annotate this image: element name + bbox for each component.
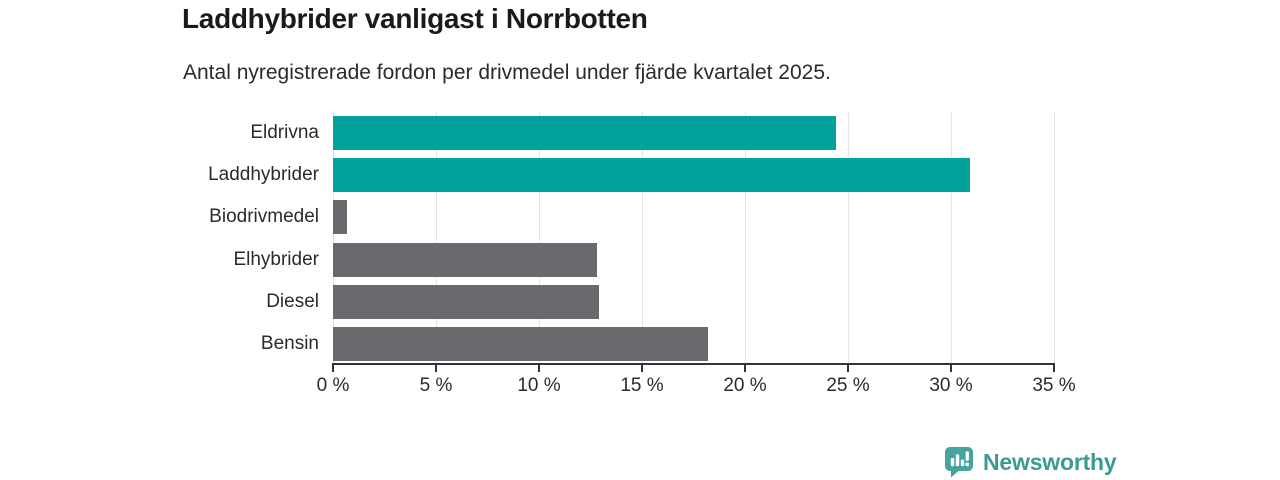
- x-tick-label: 35 %: [1032, 375, 1076, 396]
- x-tick-mark: [950, 363, 952, 372]
- bar-diesel: [333, 284, 599, 319]
- y-axis-labels: Eldrivna Laddhybrider Biodrivmedel Elhybrid…: [0, 112, 319, 365]
- y-axis-label: Diesel: [266, 290, 319, 312]
- x-tick-label: 30 %: [929, 375, 973, 396]
- x-tick-label: 25 %: [826, 375, 870, 396]
- bar-laddhybrider: [333, 158, 970, 193]
- bar-chart-speech-bubble-icon: [945, 447, 973, 478]
- x-tick-mark: [641, 363, 643, 372]
- x-tick-mark: [332, 363, 334, 372]
- bar-biodrivmedel: [333, 200, 348, 235]
- gridline: [1053, 112, 1055, 365]
- x-tick-label: 0 %: [316, 375, 350, 396]
- x-tick-label: 10 %: [517, 375, 561, 396]
- y-axis-label: Elhybrider: [233, 248, 319, 270]
- bar-eldrivna: [333, 116, 836, 151]
- x-tick-mark: [1053, 363, 1055, 372]
- x-tick-mark: [435, 363, 437, 372]
- gridline: [744, 112, 746, 365]
- chart-subtitle: Antal nyregistrerade fordon per drivmede…: [183, 61, 831, 84]
- y-axis-label: Laddhybrider: [208, 164, 319, 186]
- bar-bensin: [333, 326, 708, 361]
- y-axis-label: Biodrivmedel: [209, 206, 319, 228]
- x-tick-mark: [847, 363, 849, 372]
- x-tick-mark: [538, 363, 540, 372]
- newsworthy-logo-text: Newsworthy: [983, 448, 1117, 475]
- chart-title: Laddhybrider vanligast i Norrbotten: [182, 3, 648, 34]
- y-axis-label: Eldrivna: [250, 122, 319, 144]
- x-tick-label: 15 %: [620, 375, 664, 396]
- newsworthy-logo[interactable]: Newsworthy: [944, 446, 1117, 478]
- gridline: [950, 112, 952, 365]
- gridline: [435, 112, 437, 365]
- bar-chart-plot-area: [332, 112, 1055, 365]
- x-tick-label: 5 %: [419, 375, 453, 396]
- x-tick-mark: [744, 363, 746, 372]
- bar-elhybrider: [333, 242, 597, 277]
- gridline: [847, 112, 849, 365]
- gridline: [538, 112, 540, 365]
- x-tick-label: 20 %: [723, 375, 767, 396]
- gridline: [332, 112, 334, 365]
- y-axis-label: Bensin: [260, 332, 319, 354]
- x-axis-line: [332, 363, 1055, 365]
- gridline: [641, 112, 643, 365]
